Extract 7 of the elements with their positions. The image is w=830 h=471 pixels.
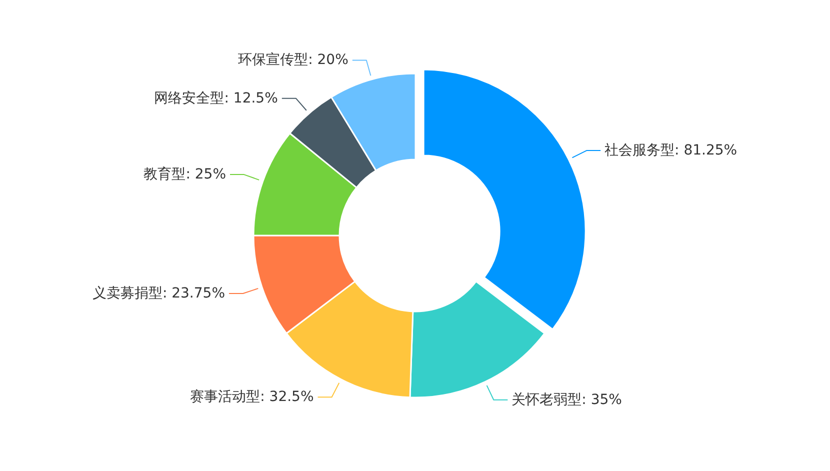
slice-label: 网络安全型: 12.5% bbox=[154, 90, 278, 106]
slice-label: 教育型: 25% bbox=[144, 166, 226, 183]
slice-label: 社会服务型: 81.25% bbox=[604, 142, 738, 159]
slice-label: 赛事活动型: 32.5% bbox=[190, 389, 314, 406]
slice-label: 环保宣传型: 20% bbox=[238, 52, 348, 68]
slice-label: 义卖募捐型: 23.75% bbox=[92, 286, 226, 302]
slice-label: 关怀老弱型: 35% bbox=[512, 392, 622, 408]
